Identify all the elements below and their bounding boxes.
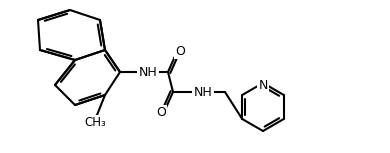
Text: CH₃: CH₃ bbox=[84, 116, 106, 129]
Text: O: O bbox=[175, 45, 185, 58]
Text: N: N bbox=[258, 78, 268, 91]
Text: O: O bbox=[156, 106, 166, 119]
Text: NH: NH bbox=[193, 86, 213, 99]
Text: NH: NH bbox=[138, 65, 158, 78]
